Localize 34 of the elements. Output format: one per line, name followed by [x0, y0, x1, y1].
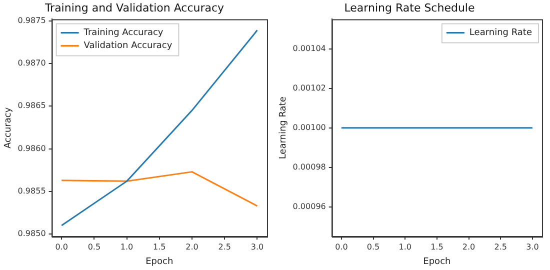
- x-axis-title: Epoch: [146, 256, 174, 267]
- y-tick-label: 0.00096: [292, 202, 326, 212]
- x-tick-label: 1.0: [398, 242, 412, 252]
- x-tick-label: 0.0: [335, 242, 348, 252]
- x-tick-label: 1.0: [120, 242, 134, 252]
- y-tick-label: 0.9860: [18, 144, 46, 153]
- y-axis-title: Accuracy: [4, 106, 14, 148]
- x-tick-label: 2.5: [494, 242, 507, 252]
- y-tick-label: 0.00102: [292, 83, 326, 92]
- y-tick-label: 0.00100: [292, 122, 326, 132]
- x-tick-label: 1.5: [430, 242, 444, 252]
- legend-label: Validation Accuracy: [84, 41, 173, 52]
- y-tick-label: 0.9850: [18, 229, 46, 238]
- x-tick-label: 1.5: [153, 242, 166, 252]
- x-tick-label: 2.0: [462, 242, 476, 252]
- chart-title: Training and Validation Accuracy: [44, 1, 225, 14]
- y-tick-label: 0.00104: [292, 44, 326, 53]
- y-tick-label: 0.00098: [292, 162, 326, 172]
- x-tick-label: 2.0: [186, 242, 198, 252]
- legend-label: Learning Rate: [469, 28, 532, 38]
- chart-title: Learning Rate Schedule: [344, 1, 475, 14]
- x-tick-label: 3.0: [250, 242, 264, 252]
- x-tick-label: 0.5: [366, 242, 380, 252]
- x-tick-label: 3.0: [526, 242, 539, 252]
- y-tick-label: 0.9855: [18, 186, 46, 196]
- x-tick-label: 2.5: [218, 242, 231, 252]
- y-tick-label: 0.9865: [18, 101, 46, 110]
- y-tick-label: 0.9875: [18, 16, 46, 25]
- legend-label: Training Accuracy: [82, 28, 164, 38]
- y-axis-title: Learning Rate: [278, 96, 289, 160]
- x-tick-label: 0.5: [88, 242, 101, 252]
- y-tick-label: 0.9870: [18, 58, 46, 68]
- x-axis-title: Epoch: [423, 256, 451, 267]
- x-tick-label: 0.0: [55, 242, 68, 252]
